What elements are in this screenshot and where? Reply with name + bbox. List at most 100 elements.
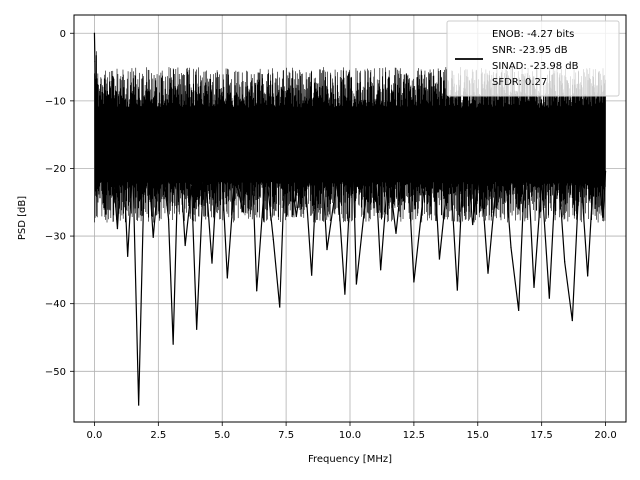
psd-data-point xyxy=(234,172,236,174)
y-tick-label: −40 xyxy=(45,299,66,310)
y-tick-label: −10 xyxy=(45,96,66,107)
psd-series-line xyxy=(93,33,607,406)
psd-data-point xyxy=(303,160,305,162)
psd-data-point xyxy=(190,185,193,187)
psd-data-point xyxy=(344,293,346,295)
legend-entry-sinad: SINAD: -23.98 dB xyxy=(492,61,579,72)
psd-data-point xyxy=(272,238,274,241)
x-tick-label: 15.0 xyxy=(467,430,489,441)
psd-data-point xyxy=(431,119,433,122)
x-tick-label: 0.0 xyxy=(86,430,102,441)
x-tick-label: 20.0 xyxy=(594,430,616,441)
psd-data-point xyxy=(556,149,558,151)
psd-data-point xyxy=(184,244,186,247)
y-tick-label: −50 xyxy=(45,367,66,378)
legend-entry-snr: SNR: -23.95 dB xyxy=(492,45,568,56)
psd-data-point xyxy=(351,140,354,143)
psd-data-point xyxy=(387,169,389,171)
psd-data-point xyxy=(326,248,328,251)
y-axis-label: PSD [dB] xyxy=(17,196,28,240)
psd-data-point xyxy=(279,306,281,308)
psd-data-point xyxy=(594,144,596,146)
psd-data-point xyxy=(579,161,581,163)
y-tick-label: −30 xyxy=(45,232,66,243)
y-tick-label: −20 xyxy=(45,164,66,175)
y-tick-label: 0 xyxy=(60,29,66,40)
psd-data-point xyxy=(196,328,198,330)
psd-data-point xyxy=(464,130,466,132)
psd-data-point xyxy=(405,134,407,136)
legend-box xyxy=(446,20,620,97)
psd-data-point xyxy=(265,166,267,168)
psd-data-point xyxy=(295,215,297,218)
psd-data-point xyxy=(602,216,604,218)
psd-data-point xyxy=(93,32,96,34)
psd-data-point xyxy=(423,187,425,189)
x-axis-label: Frequency [MHz] xyxy=(308,454,392,465)
x-tick-label: 7.5 xyxy=(278,430,294,441)
psd-data-point xyxy=(380,269,382,271)
psd-data-point xyxy=(533,286,535,289)
x-tick-label: 12.5 xyxy=(403,430,425,441)
psd-data-point xyxy=(311,274,313,276)
legend-entry-enob: ENOB: -4.27 bits xyxy=(492,29,574,40)
psd-data-point xyxy=(178,139,180,141)
psd-data-point xyxy=(256,290,258,292)
psd-data-point xyxy=(336,178,338,180)
psd-data-point xyxy=(495,188,497,191)
psd-data-point xyxy=(203,156,205,158)
psd-data-point xyxy=(413,281,415,283)
x-tick-label: 2.5 xyxy=(150,430,166,441)
psd-data-point xyxy=(121,142,124,144)
legend: ENOB: -4.27 bits SNR: -23.95 dB SINAD: -… xyxy=(446,20,620,97)
psd-data-point xyxy=(138,404,140,406)
psd-data-point xyxy=(116,228,119,230)
legend-entry-sfdr: SFDR: 0.27 xyxy=(492,77,547,88)
psd-data-point xyxy=(587,275,589,277)
psd-data-point xyxy=(242,211,244,213)
psd-data-point xyxy=(104,207,106,209)
psd-data-point xyxy=(456,289,458,291)
x-tick-label: 17.5 xyxy=(531,430,553,441)
psd-data-point xyxy=(144,119,147,121)
psd-data-point xyxy=(96,168,98,170)
psd-data-point xyxy=(355,283,357,285)
psd-data-point xyxy=(249,108,251,110)
psd-data-point xyxy=(109,129,111,131)
psd-data-point xyxy=(510,246,512,249)
psd-data-point xyxy=(571,319,573,322)
psd-data-point xyxy=(541,180,543,182)
psd-data-point xyxy=(487,272,489,274)
psd-data-point xyxy=(502,146,504,148)
x-tick-label: 10.0 xyxy=(339,430,361,441)
psd-data-point xyxy=(285,131,287,133)
psd-data-point xyxy=(160,148,162,150)
psd-data-point xyxy=(604,170,607,172)
psd-data-point xyxy=(226,277,228,279)
psd-data-point xyxy=(479,165,481,167)
psd-data-point xyxy=(219,126,221,128)
axis-ticks: 0.0 2.5 5.0 7.5 10.0 12.5 15.0 17.5 20.0 0 −10 −20 −… xyxy=(45,29,617,441)
psd-data-point xyxy=(132,163,134,166)
x-tick-label: 5.0 xyxy=(214,430,230,441)
psd-data-point xyxy=(518,309,520,312)
psd-data-point xyxy=(95,117,97,119)
psd-data-point xyxy=(525,133,527,135)
psd-data-point xyxy=(152,236,154,239)
psd-data-point xyxy=(438,258,441,260)
psd-data-point xyxy=(395,232,397,234)
psd-data-point xyxy=(98,151,101,153)
psd-data-point xyxy=(548,297,550,299)
psd-data-point xyxy=(449,159,451,161)
psd-data-point xyxy=(94,61,96,63)
psd-data-point xyxy=(172,343,174,345)
psd-data-point xyxy=(564,261,566,263)
psd-data-point xyxy=(211,262,213,264)
psd-data-point xyxy=(372,123,374,126)
psd-data-point xyxy=(167,218,170,220)
psd-data-point xyxy=(127,255,129,257)
psd-data-point xyxy=(364,200,366,202)
psd-data-point xyxy=(472,223,474,226)
psd-data-point xyxy=(318,116,320,118)
